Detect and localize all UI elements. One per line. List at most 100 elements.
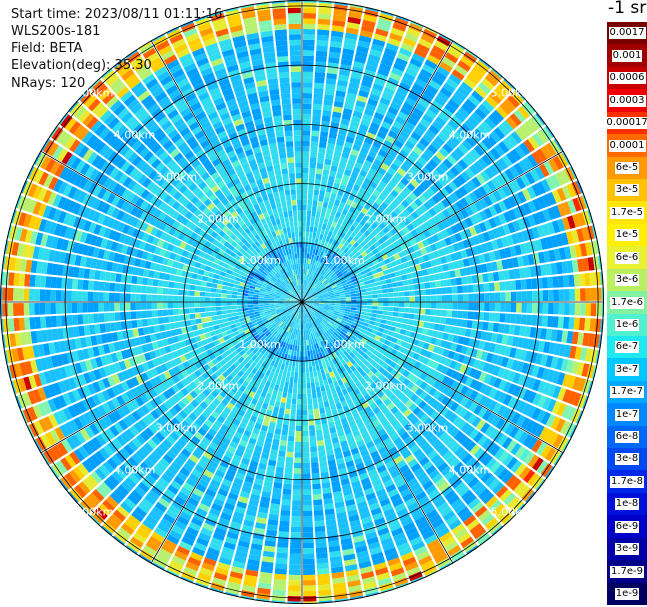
beta-gate-cell: [512, 220, 521, 232]
beta-gate-cell: [341, 113, 352, 121]
beta-gate-cell: [308, 281, 312, 287]
beta-gate-cell: [343, 43, 356, 51]
beta-gate-cell: [385, 135, 396, 144]
beta-gate-cell: [414, 361, 422, 369]
beta-gate-cell: [478, 283, 485, 292]
beta-gate-cell: [387, 267, 395, 274]
beta-gate-cell: [417, 73, 430, 84]
beta-gate-cell: [577, 258, 584, 272]
beta-gate-cell: [496, 260, 504, 271]
beta-gate-cell: [488, 282, 495, 292]
beta-gate-cell: [471, 176, 482, 188]
beta-gate-cell: [358, 211, 365, 219]
beta-gate-cell: [314, 221, 319, 228]
beta-gate-cell: [340, 156, 348, 164]
beta-gate-cell: [368, 168, 377, 177]
beta-gate-cell: [348, 176, 357, 184]
beta-gate-cell: [340, 179, 348, 187]
field-text: Field: BETA: [11, 41, 83, 56]
beta-gate-cell: [313, 285, 318, 290]
beta-gate-cell: [478, 340, 486, 350]
beta-gate-cell: [318, 268, 323, 275]
beta-gate-cell: [352, 241, 360, 249]
beta-gate-cell: [478, 254, 486, 264]
beta-gate-cell: [469, 132, 481, 144]
beta-gate-cell: [477, 141, 489, 153]
beta-gate-cell: [374, 78, 386, 87]
beta-gate-cell: [434, 180, 444, 190]
beta-gate-cell: [306, 269, 309, 275]
beta-gate-cell: [351, 277, 358, 283]
beta-gate-cell: [485, 457, 497, 470]
beta-gate-cell: [379, 249, 386, 256]
beta-gate-cell: [539, 163, 550, 178]
beta-gate-cell: [318, 296, 324, 299]
beta-gate-cell: [408, 403, 418, 412]
beta-gate-cell: [314, 287, 320, 292]
beta-gate-cell: [312, 200, 318, 206]
beta-gate-cell: [292, 393, 297, 399]
beta-gate-cell: [372, 325, 380, 331]
beta-gate-cell: [352, 266, 359, 272]
beta-gate-cell: [324, 304, 330, 307]
beta-gate-cell: [305, 361, 309, 367]
beta-gate-cell: [441, 295, 448, 302]
beta-gate-cell: [411, 220, 419, 229]
beta-gate-cell: [460, 374, 469, 385]
beta-gate-cell: [556, 372, 566, 386]
beta-gate-cell: [371, 290, 378, 295]
beta-gate-cell: [324, 230, 329, 237]
beta-gate-cell: [469, 68, 483, 81]
beta-gate-cell: [289, 548, 301, 554]
beta-gate-cell: [412, 83, 425, 93]
beta-gate-cell: [469, 203, 479, 214]
beta-gate-cell: [525, 171, 536, 185]
beta-gate-cell: [321, 390, 327, 397]
beta-gate-cell: [498, 450, 510, 463]
beta-gate-cell: [449, 135, 461, 146]
beta-gate-cell: [328, 293, 335, 297]
beta-gate-cell: [569, 245, 577, 259]
beta-gate-cell: [458, 143, 469, 155]
beta-gate-cell: [350, 149, 360, 157]
beta-gate-cell: [506, 409, 517, 422]
beta-gate-cell: [457, 86, 470, 98]
beta-gate-cell: [317, 157, 325, 164]
beta-gate-cell: [440, 279, 447, 287]
beta-gate-cell: [450, 401, 459, 412]
beta-gate-cell: [409, 302, 416, 308]
beta-gate-cell: [362, 215, 370, 223]
beta-gate-cell: [343, 326, 350, 332]
beta-gate-cell: [446, 388, 455, 398]
beta-gate-cell: [366, 309, 373, 313]
beta-gate-cell: [464, 119, 476, 131]
beta-gate-cell: [506, 234, 514, 246]
beta-gate-cell: [323, 318, 329, 323]
beta-gate-cell: [302, 452, 310, 458]
beta-gate-cell: [406, 390, 415, 399]
beta-gate-cell: [369, 320, 376, 326]
beta-gate-cell: [356, 204, 364, 212]
beta-gate-cell: [546, 398, 557, 412]
beta-gate-cell: [512, 372, 521, 384]
beta-gate-cell: [452, 41, 466, 51]
beta-gate-cell: [417, 340, 425, 348]
beta-gate-cell: [579, 347, 588, 361]
beta-gate-cell: [359, 84, 371, 93]
beta-gate-cell: [556, 262, 563, 275]
beta-gate-cell: [276, 552, 288, 559]
beta-gate-cell: [412, 320, 419, 327]
beta-gate-cell: [309, 281, 313, 287]
beta-gate-cell: [304, 252, 307, 259]
beta-gate-cell: [369, 48, 383, 58]
beta-gate-cell: [393, 344, 401, 351]
beta-gate-cell: [422, 403, 431, 413]
beta-gate-cell: [152, 317, 159, 325]
beta-gate-cell: [326, 148, 334, 155]
beta-gate-cell: [288, 585, 301, 591]
beta-gate-cell: [313, 300, 320, 302]
beta-gate-cell: [411, 326, 418, 333]
beta-gate-cell: [303, 299, 309, 302]
beta-gate-cell: [331, 25, 345, 33]
beta-gate-cell: [387, 167, 397, 176]
